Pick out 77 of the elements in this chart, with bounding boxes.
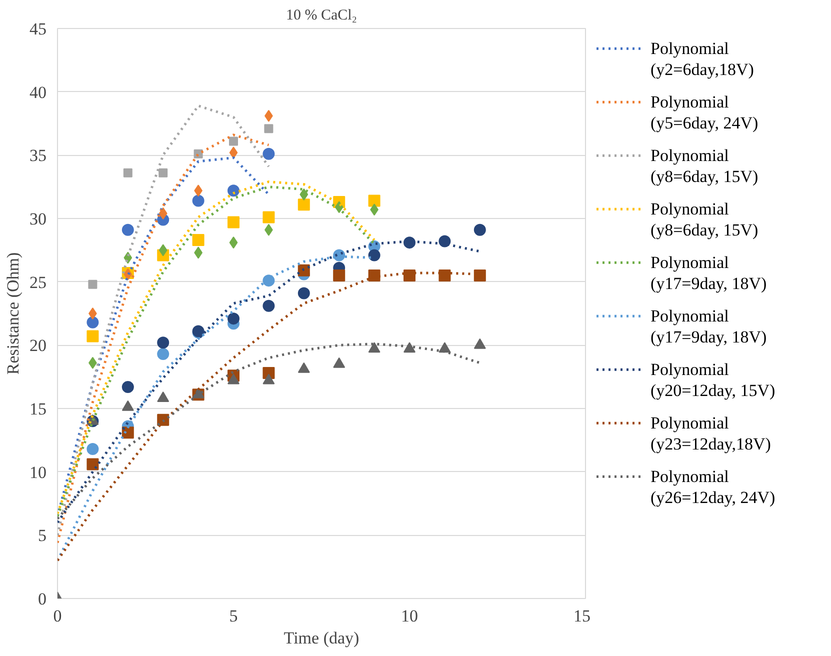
point xyxy=(298,264,310,276)
legend-label: Polynomial (y2=6day,18V) xyxy=(650,39,754,79)
point xyxy=(122,380,134,393)
point xyxy=(86,458,99,470)
point xyxy=(157,348,170,360)
y-tick-label: 5 xyxy=(38,526,46,546)
point xyxy=(158,168,168,178)
point xyxy=(157,336,170,349)
y-tick-label: 25 xyxy=(30,272,46,292)
y-axis-title: Resistance (Ohm) xyxy=(4,252,22,375)
point xyxy=(158,244,168,256)
point xyxy=(122,400,134,411)
point xyxy=(262,374,275,384)
point xyxy=(262,148,275,160)
point xyxy=(229,146,238,159)
y-tick-label: 45 xyxy=(30,20,46,38)
x-tick-label: 10 xyxy=(401,606,418,626)
point xyxy=(262,274,275,287)
legend-label: Polynomial (y8=6day, 15V) xyxy=(650,146,758,186)
point xyxy=(158,207,168,220)
point xyxy=(229,236,238,249)
legend-label: Polynomial (y5=6day, 24V) xyxy=(650,92,758,132)
point xyxy=(368,249,380,262)
legend-label: Polynomial (y20=12day, 15V) xyxy=(650,360,776,400)
point xyxy=(122,224,134,236)
y-tick-label: 30 xyxy=(30,210,46,228)
point xyxy=(262,211,275,224)
point xyxy=(298,362,310,373)
point xyxy=(300,188,308,200)
point xyxy=(86,316,99,328)
point xyxy=(368,342,380,353)
legend-label: Polynomial (y26=12day, 24V) xyxy=(650,466,776,507)
point xyxy=(228,184,240,197)
y-tick-label: 35 xyxy=(30,146,46,166)
point xyxy=(474,270,486,282)
y-tick-label: 10 xyxy=(30,462,46,482)
point xyxy=(333,270,346,282)
point xyxy=(438,235,451,248)
point xyxy=(192,234,204,246)
point xyxy=(192,194,204,207)
point xyxy=(474,224,486,236)
y-tick-label: 40 xyxy=(30,82,46,102)
point xyxy=(88,280,98,289)
point xyxy=(264,124,274,134)
point xyxy=(298,198,310,211)
point xyxy=(298,287,310,300)
point xyxy=(368,194,380,207)
x-tick-label: 5 xyxy=(229,606,238,626)
y-tick-label: 0 xyxy=(38,590,46,608)
y-tick-label: 20 xyxy=(30,336,46,356)
point xyxy=(438,270,451,282)
y-tick-label: 15 xyxy=(30,400,46,418)
point xyxy=(404,342,416,353)
legend-label: Polynomial (y8=6day, 15V) xyxy=(650,200,758,240)
point xyxy=(404,236,416,249)
legend-label: Polynomial (y17=9day, 18V) xyxy=(650,252,767,293)
point xyxy=(404,270,416,282)
x-tick-label: 15 xyxy=(574,606,590,626)
point xyxy=(157,392,170,402)
point xyxy=(228,374,240,384)
point xyxy=(333,357,346,368)
line-series xyxy=(58,342,482,520)
point xyxy=(88,308,97,320)
point xyxy=(368,270,380,282)
chart-title: 10 % CaCl₂ xyxy=(286,8,358,24)
point xyxy=(86,443,99,456)
legend-label: Polynomial (y17=9day, 18V) xyxy=(650,306,767,346)
point xyxy=(228,312,240,325)
point xyxy=(229,136,238,146)
x-tick-label: 0 xyxy=(53,606,62,626)
point xyxy=(123,168,132,178)
point xyxy=(474,338,486,349)
point xyxy=(86,330,99,342)
x-axis-title: Time (day) xyxy=(284,628,360,648)
point xyxy=(228,216,240,228)
legend-label: Polynomial (y23=12day,18V) xyxy=(650,413,771,454)
point xyxy=(262,300,275,312)
